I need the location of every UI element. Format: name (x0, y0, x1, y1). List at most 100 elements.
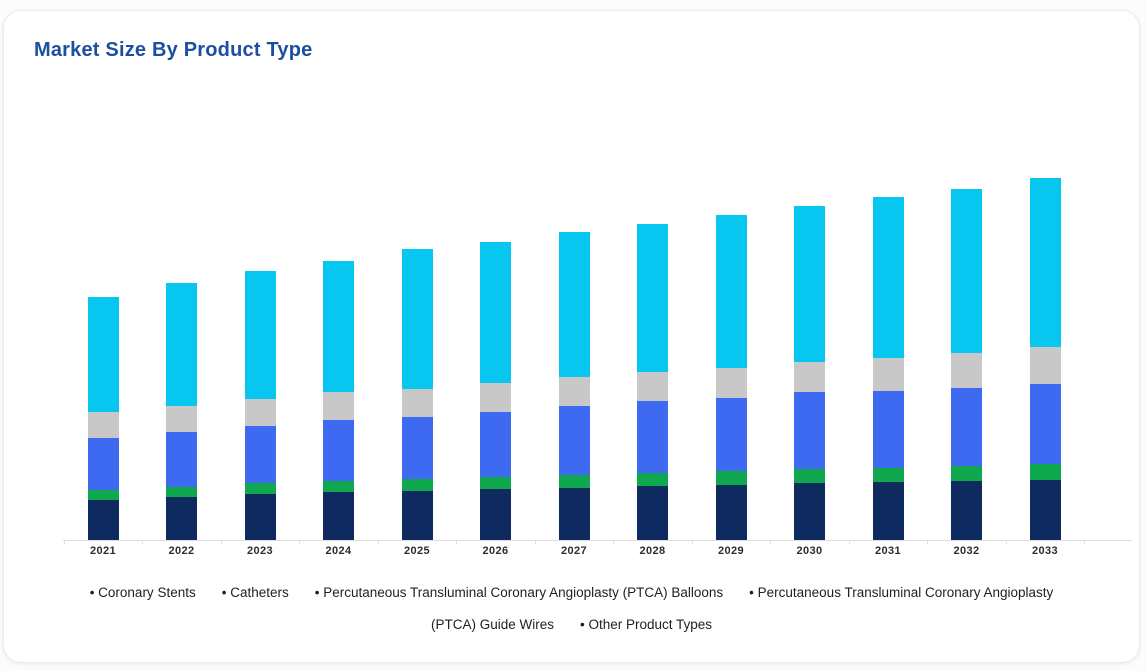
bar-segment-coronary-stents[interactable] (244, 493, 276, 540)
bar-segment-other-product-types[interactable] (244, 270, 276, 399)
x-axis-line (63, 539, 1132, 541)
bar-segment-coronary-stents[interactable] (558, 487, 590, 540)
bar-segment-percutaneous-transluminal-coronary-angio[interactable] (244, 425, 276, 483)
bar-segment-coronary-stents[interactable] (637, 485, 668, 540)
bar-2030[interactable] (794, 205, 825, 540)
bar-segment-percutaneous-transluminal-coronary-angio[interactable] (715, 397, 747, 471)
bar-segment-coronary-stents[interactable] (1029, 479, 1061, 540)
bar-segment-percutaneous-transluminal-coronary-angio[interactable] (244, 398, 276, 426)
legend-item[interactable]: (PTCA) Guide Wires (430, 617, 554, 632)
legend-item[interactable]: • Other Product Types (579, 617, 713, 632)
bar-segment-other-product-types[interactable] (951, 188, 982, 353)
bar-segment-percutaneous-transluminal-coronary-angio[interactable] (558, 405, 590, 475)
chart-legend: • Coronary Stents • Catheters • Percutaneo… (4, 585, 1139, 649)
bar-segment-percutaneous-transluminal-coronary-angio[interactable] (794, 361, 825, 392)
axis-tick (534, 539, 536, 544)
bar-segment-percutaneous-transluminal-coronary-angio[interactable] (166, 405, 197, 432)
bar-segment-catheters[interactable] (323, 480, 354, 492)
bar-segment-other-product-types[interactable] (480, 241, 511, 383)
bar-segment-coronary-stents[interactable] (951, 480, 982, 540)
bar-segment-percutaneous-transluminal-coronary-angio[interactable] (872, 390, 904, 468)
x-axis-label-2029: 2029 (717, 545, 745, 557)
legend-item[interactable]: • Coronary Stents (89, 585, 196, 600)
bar-segment-coronary-stents[interactable] (166, 496, 197, 540)
bar-segment-percutaneous-transluminal-coronary-angio[interactable] (637, 371, 668, 401)
legend-item[interactable]: • Catheters (221, 585, 289, 600)
bar-segment-percutaneous-transluminal-coronary-angio[interactable] (715, 367, 747, 398)
bar-segment-catheters[interactable] (558, 474, 590, 488)
bar-segment-coronary-stents[interactable] (323, 491, 354, 540)
bar-segment-catheters[interactable] (951, 465, 982, 481)
bar-2027[interactable] (558, 231, 590, 540)
bar-2025[interactable] (401, 248, 433, 540)
bar-segment-other-product-types[interactable] (794, 205, 825, 362)
bar-segment-other-product-types[interactable] (558, 231, 590, 377)
bar-segment-coronary-stents[interactable] (401, 490, 433, 540)
bar-segment-coronary-stents[interactable] (87, 499, 119, 540)
bar-segment-other-product-types[interactable] (715, 214, 747, 368)
bar-segment-catheters[interactable] (244, 482, 276, 494)
bar-segment-catheters[interactable] (637, 472, 668, 486)
bar-segment-other-product-types[interactable] (637, 223, 668, 372)
bar-segment-other-product-types[interactable] (1029, 177, 1061, 347)
bar-segment-percutaneous-transluminal-coronary-angio[interactable] (1029, 346, 1061, 384)
axis-tick (770, 539, 772, 544)
bar-2033[interactable] (1029, 177, 1061, 540)
bar-2031[interactable] (872, 196, 904, 540)
bar-segment-percutaneous-transluminal-coronary-angio[interactable] (637, 400, 668, 473)
x-axis-label-2022: 2022 (168, 545, 195, 557)
bar-2032[interactable] (951, 188, 982, 540)
bar-segment-other-product-types[interactable] (872, 196, 904, 358)
axis-tick (220, 539, 222, 544)
bar-segment-catheters[interactable] (794, 468, 825, 483)
bar-segment-coronary-stents[interactable] (715, 484, 747, 540)
axis-tick (1084, 539, 1086, 544)
legend-item[interactable]: • Percutaneous Transluminal Coronary Ang… (314, 585, 724, 600)
bar-segment-coronary-stents[interactable] (480, 488, 511, 540)
bar-2026[interactable] (480, 241, 511, 540)
bar-segment-other-product-types[interactable] (323, 260, 354, 392)
bar-segment-percutaneous-transluminal-coronary-angio[interactable] (401, 388, 433, 417)
bar-2022[interactable] (166, 282, 197, 540)
bar-segment-percutaneous-transluminal-coronary-angio[interactable] (166, 431, 197, 487)
bar-segment-catheters[interactable] (480, 476, 511, 489)
legend-item[interactable]: • Percutaneous Transluminal Coronary Ang… (749, 585, 1054, 600)
bar-2029[interactable] (715, 214, 747, 540)
bar-segment-percutaneous-transluminal-coronary-angio[interactable] (323, 391, 354, 420)
bar-2028[interactable] (637, 223, 668, 540)
bar-segment-percutaneous-transluminal-coronary-angio[interactable] (480, 382, 511, 412)
x-axis-label-2030: 2030 (796, 545, 823, 557)
bar-segment-percutaneous-transluminal-coronary-angio[interactable] (558, 376, 590, 406)
bar-2021[interactable] (87, 296, 119, 540)
stacked-bar-chart: 2021 2022 2023 2024 2025 2026 2027 2028 2029 2030… (4, 11, 1139, 662)
bar-segment-coronary-stents[interactable] (872, 481, 904, 540)
bar-segment-coronary-stents[interactable] (794, 482, 825, 540)
x-axis-label-2028: 2028 (639, 545, 666, 557)
bar-segment-percutaneous-transluminal-coronary-angio[interactable] (323, 419, 354, 481)
bar-segment-percutaneous-transluminal-coronary-angio[interactable] (951, 387, 982, 466)
bar-2023[interactable] (244, 270, 276, 540)
bar-segment-other-product-types[interactable] (87, 296, 119, 412)
bar-segment-catheters[interactable] (401, 478, 433, 491)
axis-tick (613, 539, 615, 544)
bar-segment-catheters[interactable] (1029, 463, 1061, 480)
bar-segment-percutaneous-transluminal-coronary-angio[interactable] (1029, 383, 1061, 464)
bar-segment-percutaneous-transluminal-coronary-angio[interactable] (951, 352, 982, 388)
bar-segment-percutaneous-transluminal-coronary-angio[interactable] (794, 391, 825, 469)
x-axis-label-2031: 2031 (874, 545, 902, 557)
bar-segment-percutaneous-transluminal-coronary-angio[interactable] (480, 411, 511, 477)
bar-segment-percutaneous-transluminal-coronary-angio[interactable] (872, 357, 904, 391)
bar-segment-catheters[interactable] (872, 467, 904, 482)
bar-segment-other-product-types[interactable] (401, 248, 433, 389)
bar-segment-percutaneous-transluminal-coronary-angio[interactable] (87, 411, 119, 438)
bar-segment-catheters[interactable] (87, 489, 119, 500)
bar-segment-percutaneous-transluminal-coronary-angio[interactable] (401, 416, 433, 479)
bar-segment-percutaneous-transluminal-coronary-angio[interactable] (87, 437, 119, 490)
x-axis-label-2021: 2021 (89, 545, 117, 557)
x-axis-label-2033: 2033 (1031, 545, 1059, 557)
bar-segment-catheters[interactable] (166, 486, 197, 497)
bar-segment-other-product-types[interactable] (166, 282, 197, 406)
bar-segment-catheters[interactable] (715, 470, 747, 485)
bar-2024[interactable] (323, 260, 354, 540)
legend-row-1: • Coronary Stents • Catheters • Percutaneo… (4, 585, 1139, 600)
